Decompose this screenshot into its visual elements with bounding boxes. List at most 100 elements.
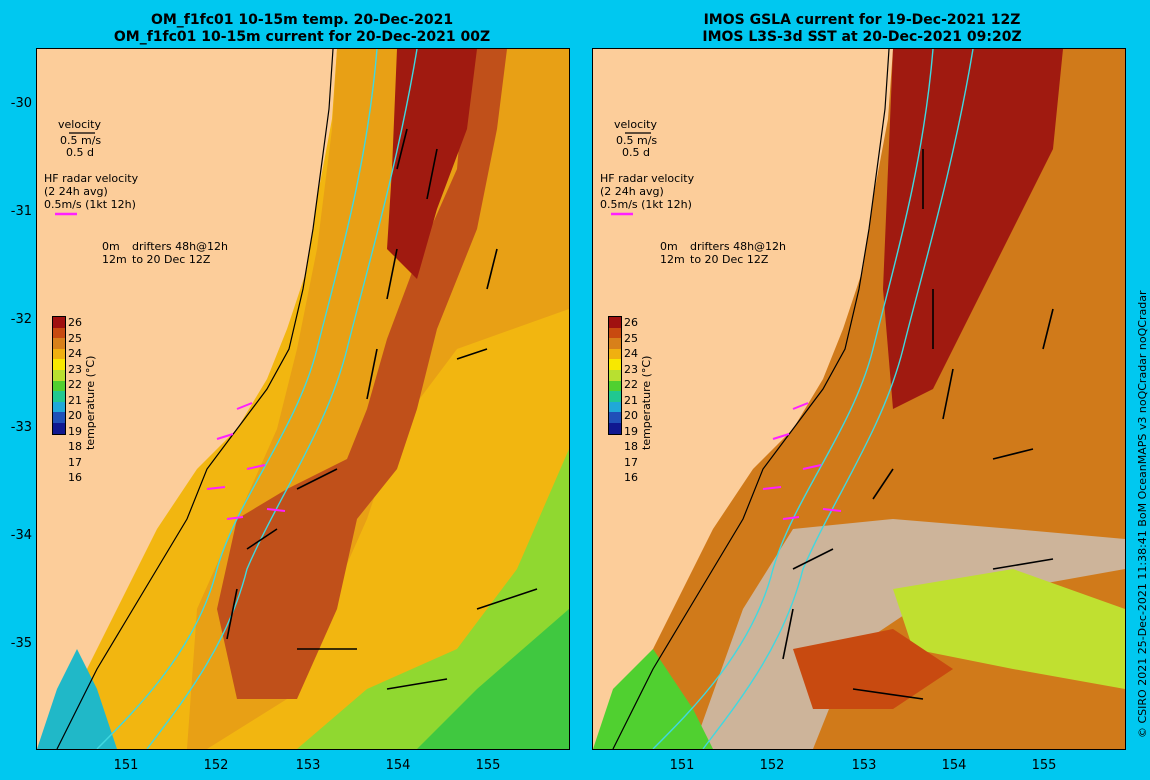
lat-label: -31 <box>10 204 32 219</box>
velocity-arrows <box>226 128 538 690</box>
velocity-legend-scale: 0.5 m/s <box>60 134 102 147</box>
colorbar-tick: 22 <box>624 378 638 391</box>
drifters-depth-12: 12m <box>660 253 685 266</box>
hf-legend-avg: (2 24h avg) <box>44 185 108 198</box>
hot-core <box>883 49 1063 409</box>
colorbar-segment <box>609 327 621 339</box>
colorbar-segment <box>609 359 621 370</box>
colorbar-segment <box>609 317 621 328</box>
colorbar-segment <box>53 401 65 413</box>
left-panel-title: OM_f1fc01 10-15m temp. 20-Dec-2021 OM_f1… <box>42 12 562 46</box>
velocity-legend-title: velocity <box>614 118 657 131</box>
colorbar-segment <box>53 327 65 339</box>
colorbar-segment <box>53 338 65 349</box>
colorbar-tick: 18 <box>68 440 82 453</box>
colorbar-segment <box>609 422 621 434</box>
colorbar-tick: 24 <box>68 347 82 360</box>
lon-label: 154 <box>385 758 411 773</box>
colorbar-segment <box>609 338 621 349</box>
temperature-colorbar <box>52 316 66 435</box>
left-map-svg <box>37 49 569 749</box>
lon-label: 155 <box>1031 758 1057 773</box>
left-map-panel <box>36 48 570 750</box>
velocity-legend-title: velocity <box>58 118 101 131</box>
contour-line <box>702 49 974 749</box>
lon-label: 153 <box>851 758 877 773</box>
drifters-depth-0: 0m <box>102 240 120 253</box>
right-map-svg <box>593 49 1125 749</box>
colorbar-tick: 20 <box>624 409 638 422</box>
colorbar-tick: 16 <box>624 471 638 484</box>
coastline <box>612 49 890 749</box>
colorbar-tick: 22 <box>68 378 82 391</box>
colorbar-tick: 20 <box>68 409 82 422</box>
left-title-line1: OM_f1fc01 10-15m temp. 20-Dec-2021 <box>150 12 454 28</box>
hf-legend-title: HF radar velocity <box>600 172 695 185</box>
colorbar-segment <box>53 369 65 381</box>
contour-line <box>146 49 418 749</box>
right-map-panel <box>592 48 1126 750</box>
hf-legend-avg: (2 24h avg) <box>600 185 664 198</box>
colorbar-tick: 21 <box>624 394 638 407</box>
lon-label: 151 <box>669 758 695 773</box>
lat-label: -30 <box>10 96 32 111</box>
lat-label: -35 <box>10 636 32 651</box>
colorbar-segment <box>609 401 621 413</box>
lat-label: -33 <box>10 420 32 435</box>
left-title-line2: OM_f1fc01 10-15m current for 20-Dec-2021… <box>113 29 491 45</box>
cool-nearshore <box>593 649 713 749</box>
colorbar-tick: 23 <box>68 363 82 376</box>
drifters-legend-date: to 20 Dec 12Z <box>690 253 769 266</box>
velocity-arrows <box>782 149 1054 700</box>
colorbar-segment <box>53 348 65 360</box>
colorbar-segment <box>53 391 65 402</box>
drifters-legend-label: drifters 48h@12h <box>132 240 229 253</box>
colorbar-segment <box>53 422 65 434</box>
hf-legend-scale: 0.5m/s (1kt 12h) <box>600 198 692 211</box>
cool-band <box>893 569 1125 689</box>
drifters-depth-0: 0m <box>660 240 678 253</box>
lon-label: 154 <box>941 758 967 773</box>
lon-label: 152 <box>203 758 229 773</box>
right-title-line1: IMOS GSLA current for 19-Dec-2021 12Z <box>703 12 1021 28</box>
lon-label: 153 <box>295 758 321 773</box>
colorbar-tick: 24 <box>624 347 638 360</box>
colorbar-tick: 19 <box>624 425 638 438</box>
colorbar-segment <box>53 317 65 328</box>
velocity-legend-time: 0.5 d <box>66 146 94 159</box>
colorbar-tick: 16 <box>68 471 82 484</box>
colorbar-tick: 21 <box>68 394 82 407</box>
drifters-legend-date: to 20 Dec 12Z <box>132 253 211 266</box>
colorbar-segment <box>609 348 621 360</box>
colorbar-tick: 17 <box>624 456 638 469</box>
colorbar-segment <box>609 380 621 392</box>
contour-line <box>652 49 934 749</box>
velocity-legend-time: 0.5 d <box>622 146 650 159</box>
colorbar-tick: 26 <box>624 316 638 329</box>
colorbar-tick: 17 <box>68 456 82 469</box>
lat-label: -34 <box>10 528 32 543</box>
right-panel-title: IMOS GSLA current for 19-Dec-2021 12Z IM… <box>602 12 1122 46</box>
drifters-legend-label: drifters 48h@12h <box>690 240 787 253</box>
colorbar-tick: 19 <box>68 425 82 438</box>
hf-radar-vectors <box>762 402 842 520</box>
lat-label: -32 <box>10 312 32 327</box>
colorbar-segment <box>53 359 65 370</box>
cool-patch <box>417 609 569 749</box>
current-core <box>217 49 507 699</box>
colorbar-tick: 18 <box>624 440 638 453</box>
colorbar-tick: 25 <box>624 332 638 345</box>
hot-core <box>387 49 477 279</box>
lon-label: 151 <box>113 758 139 773</box>
lon-label: 155 <box>475 758 501 773</box>
hf-radar-vectors <box>206 402 286 520</box>
colorbar-tick: 25 <box>68 332 82 345</box>
colorbar-segment <box>53 412 65 423</box>
velocity-legend-scale: 0.5 m/s <box>616 134 658 147</box>
coastline <box>56 49 334 749</box>
colorbar-title: temperature (°C) <box>640 355 653 450</box>
drifters-depth-12: 12m <box>102 253 127 266</box>
lon-label: 152 <box>759 758 785 773</box>
colorbar-tick: 23 <box>624 363 638 376</box>
colorbar-segment <box>609 412 621 423</box>
